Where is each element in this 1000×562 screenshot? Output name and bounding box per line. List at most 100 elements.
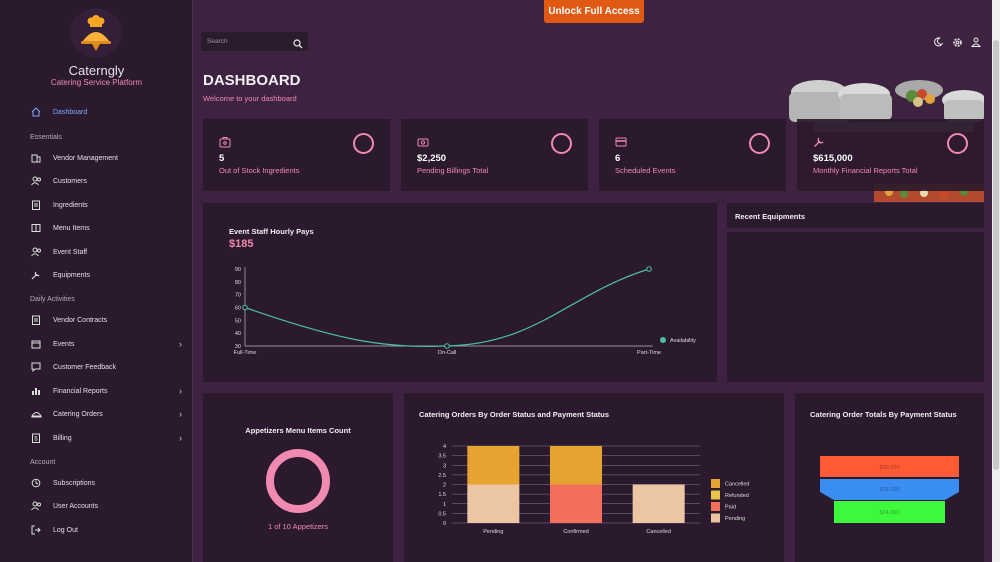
sidebar-item-label: Billing bbox=[53, 434, 72, 442]
page-subtitle: Welcome to your dashboard bbox=[203, 94, 297, 103]
brand-name: Caterngly bbox=[68, 63, 125, 78]
y-tick-label: 70 bbox=[235, 293, 241, 299]
search-box bbox=[201, 32, 308, 51]
staff-icon bbox=[30, 246, 42, 258]
stat-card-out-of-stock[interactable]: 5 Out of Stock Ingredients bbox=[203, 119, 390, 191]
sidebar-item-label: Event Staff bbox=[53, 248, 88, 256]
chevron-right-icon: › bbox=[179, 433, 182, 443]
y-tick-label: 1.5 bbox=[438, 492, 446, 498]
unlock-full-access-button[interactable]: Unlock Full Access bbox=[544, 0, 644, 23]
stat-card-monthly-financial[interactable]: $615,000 Monthly Financial Reports Total bbox=[797, 119, 984, 191]
stat-card-pending-billings[interactable]: $2,250 Pending Billings Total bbox=[401, 119, 588, 191]
scrollbar[interactable] bbox=[992, 0, 1000, 562]
legend-swatch bbox=[711, 490, 720, 500]
catering-orders-panel: Catering Orders By Order Status and Paym… bbox=[404, 393, 784, 562]
calendar-icon bbox=[30, 338, 42, 350]
y-tick-label: 40 bbox=[235, 331, 241, 337]
sidebar-item-catering-orders[interactable]: Catering Orders › bbox=[30, 405, 190, 423]
chevron-right-icon: › bbox=[179, 339, 182, 349]
sidebar-item-subscriptions[interactable]: Subscriptions bbox=[30, 474, 190, 492]
sidebar-item-ingredients[interactable]: Ingredients bbox=[30, 196, 190, 214]
sidebar-item-financial-reports[interactable]: Financial Reports › bbox=[30, 382, 190, 400]
data-point bbox=[646, 266, 652, 272]
section-account: Account bbox=[30, 459, 56, 466]
section-daily-activities: Daily Activities bbox=[30, 296, 75, 303]
staff-pays-value: $185 bbox=[229, 238, 254, 250]
settings-icon[interactable] bbox=[951, 36, 963, 48]
stat-card-scheduled-events[interactable]: 6 Scheduled Events bbox=[599, 119, 786, 191]
stat-value: $615,000 bbox=[813, 153, 853, 164]
sidebar-item-billing[interactable]: $ Billing › bbox=[30, 429, 190, 447]
recent-equipments-header: Recent Equipments bbox=[727, 203, 984, 228]
sidebar-item-label: Vendor Management bbox=[53, 154, 118, 162]
stat-label: Monthly Financial Reports Total bbox=[813, 166, 918, 175]
sidebar-item-label: Equipments bbox=[53, 271, 90, 279]
stat-ring bbox=[353, 133, 374, 154]
stat-label: Out of Stock Ingredients bbox=[219, 166, 300, 175]
bill-icon: $ bbox=[30, 432, 42, 444]
sidebar-item-label: User Accounts bbox=[53, 502, 99, 510]
sidebar-item-customer-feedback[interactable]: Customer Feedback bbox=[30, 358, 190, 376]
legend-swatch bbox=[711, 502, 720, 511]
sidebar-item-customers[interactable]: Customers bbox=[30, 172, 190, 190]
sidebar-item-event-staff[interactable]: Event Staff bbox=[30, 243, 190, 261]
home-icon bbox=[30, 106, 42, 118]
users-icon bbox=[30, 500, 42, 512]
x-tick-label: Cancelled bbox=[646, 529, 670, 535]
package-icon bbox=[219, 135, 231, 153]
bar-segment bbox=[550, 446, 602, 485]
appetizers-caption: 1 of 10 Appetizers bbox=[267, 522, 329, 531]
y-tick-label: 3 bbox=[443, 463, 446, 469]
legend-label: Paid bbox=[725, 505, 736, 511]
x-tick-label: Confirmed bbox=[563, 529, 588, 535]
staff-pays-line-chart: 30 40 50 60 70 80 90 Full-Time On-Call Part-Time A… bbox=[234, 266, 696, 356]
funnel-label: $24,200 bbox=[880, 510, 900, 516]
search-icon[interactable] bbox=[293, 36, 303, 54]
scrollbar-thumb[interactable] bbox=[993, 40, 999, 470]
building-icon bbox=[30, 152, 42, 164]
sidebar-item-label: Customer Feedback bbox=[53, 363, 117, 371]
chevron-right-icon: › bbox=[179, 386, 182, 396]
sidebar-item-log-out[interactable]: Log Out bbox=[30, 521, 190, 539]
y-tick-label: 2 bbox=[443, 483, 446, 489]
sidebar-item-vendor-contracts[interactable]: Vendor Contracts bbox=[30, 311, 190, 329]
stat-label: Pending Billings Total bbox=[417, 166, 489, 175]
sidebar-item-dashboard[interactable]: Dashboard bbox=[30, 103, 190, 121]
bar-segment bbox=[467, 446, 520, 485]
sidebar-item-vendor-management[interactable]: Vendor Management bbox=[30, 149, 190, 167]
cloche-icon bbox=[30, 408, 42, 420]
sidebar-item-menu-items[interactable]: Menu Items bbox=[30, 219, 190, 237]
recent-equipments-list bbox=[727, 232, 984, 382]
y-tick-label: 0 bbox=[443, 521, 446, 527]
funnel-segment bbox=[820, 479, 959, 500]
user-icon[interactable] bbox=[970, 36, 982, 48]
tools-icon bbox=[30, 269, 42, 281]
bar-chart-icon bbox=[30, 385, 42, 397]
y-tick-label: 80 bbox=[235, 280, 241, 286]
staff-pays-panel: Event Staff Hourly Pays $185 30 40 50 60 70 8… bbox=[203, 203, 717, 382]
search-input[interactable] bbox=[207, 35, 287, 48]
legend-marker bbox=[660, 337, 666, 343]
x-tick-label: On-Call bbox=[438, 350, 457, 356]
stat-ring bbox=[947, 133, 968, 154]
card-icon bbox=[615, 135, 627, 153]
clipboard-icon bbox=[30, 199, 42, 211]
sidebar-item-user-accounts[interactable]: User Accounts bbox=[30, 497, 190, 515]
y-tick-label: 1 bbox=[443, 502, 446, 508]
stat-value: $2,250 bbox=[417, 153, 447, 164]
data-point bbox=[444, 343, 450, 349]
legend-swatch bbox=[711, 479, 720, 488]
logo[interactable] bbox=[70, 8, 122, 58]
dark-mode-icon[interactable] bbox=[932, 36, 944, 48]
logout-icon bbox=[30, 524, 42, 536]
panel-title: Recent Equipments bbox=[735, 212, 806, 221]
sidebar-item-label: Menu Items bbox=[53, 224, 90, 232]
page-title: DASHBOARD bbox=[203, 72, 301, 89]
sidebar-item-events[interactable]: Events › bbox=[30, 335, 190, 353]
funnel-label: $38,000 bbox=[880, 487, 900, 493]
y-tick-label: 90 bbox=[235, 267, 241, 273]
sidebar-item-equipments[interactable]: Equipments bbox=[30, 266, 190, 284]
stat-ring bbox=[551, 133, 572, 154]
catering-orders-bar-chart: 0 0.5 1 1.5 2 2.5 3 3.5 4 Pending Confirmed Cancell… bbox=[438, 444, 749, 535]
series-line-availability bbox=[244, 268, 650, 347]
